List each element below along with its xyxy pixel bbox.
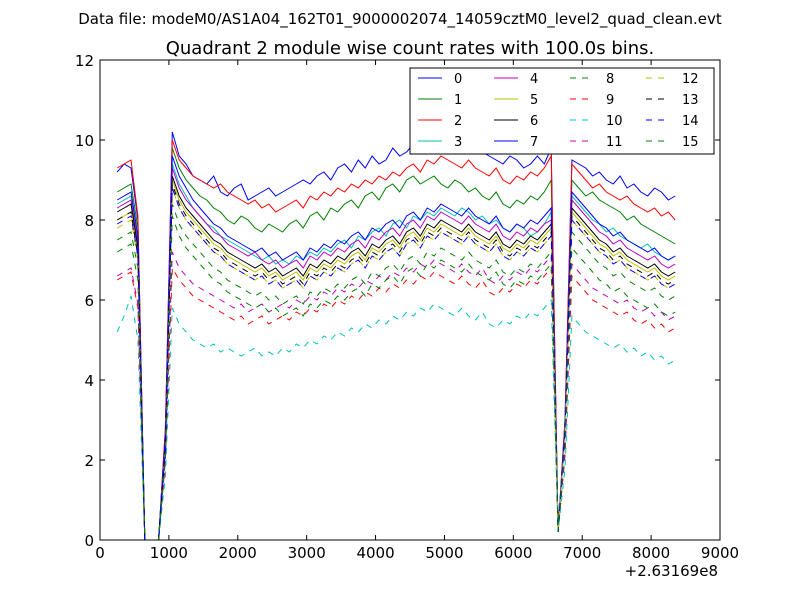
- x-tick-label: 2000: [219, 544, 257, 562]
- series-line-2: [116, 139, 676, 540]
- y-tick-label: 2: [84, 452, 94, 470]
- legend-label-9: 9: [606, 93, 614, 108]
- x-offset-label: +2.63169e8: [625, 562, 718, 580]
- legend-label-8: 8: [606, 72, 614, 87]
- x-tick-label: 7000: [563, 544, 601, 562]
- legend-label-11: 11: [606, 135, 623, 150]
- series-line-3: [116, 163, 676, 540]
- legend-label-3: 3: [454, 135, 462, 150]
- series-line-0: [116, 131, 676, 540]
- legend-label-5: 5: [530, 93, 538, 108]
- y-tick-label: 12: [75, 52, 94, 70]
- x-tick-label: 8000: [632, 544, 670, 562]
- y-tick-label: 0: [84, 532, 94, 550]
- series-line-8: [116, 203, 676, 540]
- legend-label-6: 6: [530, 114, 538, 129]
- figure-suptitle: Data file: modeM0/AS1A04_162T01_90000020…: [78, 10, 722, 29]
- x-tick-label: 3000: [288, 544, 326, 562]
- legend-frame: [409, 67, 715, 155]
- legend-label-14: 14: [682, 114, 699, 129]
- legend-label-4: 4: [530, 72, 538, 87]
- series-line-10: [116, 295, 676, 540]
- y-tick-label: 4: [84, 372, 94, 390]
- x-tick-label: 1000: [150, 544, 188, 562]
- series-line-15: [116, 215, 676, 540]
- series-line-1: [116, 147, 676, 540]
- x-tick-label: 9000: [701, 544, 739, 562]
- series-layer: [116, 131, 676, 540]
- axis-ticks: 0 1000 2000 3000 4000 5000 6000 7000 8000 9000 0 2 4…: [75, 52, 739, 562]
- legend-label-15: 15: [682, 135, 699, 150]
- legend-label-13: 13: [682, 93, 699, 108]
- series-line-6: [116, 175, 676, 540]
- legend-label-2: 2: [454, 114, 462, 129]
- x-tick-label: 4000: [356, 544, 394, 562]
- chart-title: Quadrant 2 module wise count rates with …: [166, 38, 655, 59]
- y-tick-label: 8: [84, 212, 94, 230]
- series-line-14: [116, 187, 676, 540]
- series-line-5: [116, 179, 676, 540]
- legend-label-7: 7: [530, 135, 538, 150]
- legend-label-10: 10: [606, 114, 623, 129]
- x-tick-label: 6000: [494, 544, 532, 562]
- legend-label-0: 0: [454, 72, 462, 87]
- x-tick-label: 5000: [425, 544, 463, 562]
- x-tick-label: 0: [95, 544, 105, 562]
- legend-label-1: 1: [454, 93, 462, 108]
- y-tick-label: 6: [84, 292, 94, 310]
- series-line-9: [116, 266, 676, 540]
- y-tick-label: 10: [75, 132, 94, 150]
- series-line-11: [116, 251, 676, 540]
- series-line-4: [116, 167, 676, 540]
- legend-label-12: 12: [682, 72, 699, 87]
- series-line-12: [116, 187, 676, 540]
- series-line-7: [116, 155, 676, 540]
